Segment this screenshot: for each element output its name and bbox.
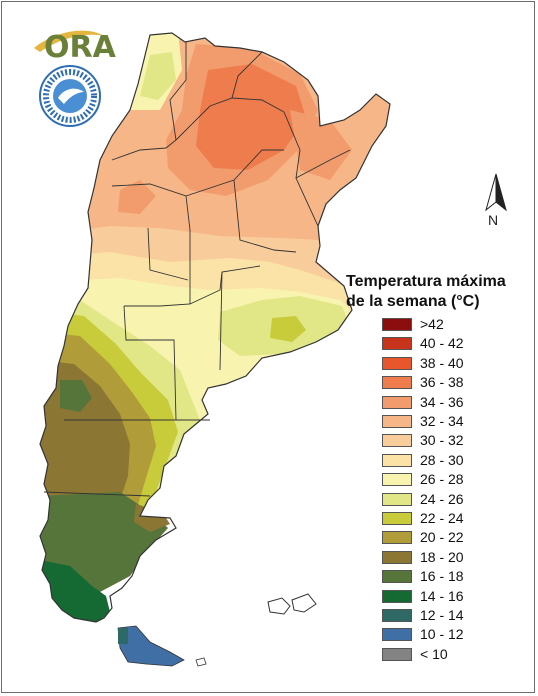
legend-label: >42 (420, 316, 444, 332)
logo-swoosh (34, 30, 104, 52)
legend-label: 26 - 28 (420, 471, 464, 488)
legend-item: 28 - 30 (382, 452, 522, 471)
legend-label: 10 - 12 (420, 626, 464, 643)
legend-item: 34 - 36 (382, 394, 522, 413)
legend-item: 30 - 32 (382, 432, 522, 451)
legend-swatch (382, 415, 412, 428)
legend-swatch (382, 550, 412, 564)
legend-item: 16 - 18 (382, 568, 522, 587)
legend-swatch (382, 356, 412, 370)
legend-label: 34 - 36 (420, 393, 464, 410)
legend-item: 14 - 16 (382, 588, 522, 607)
north-label: N (488, 212, 499, 228)
legend-swatch (382, 337, 412, 351)
legend-swatch (382, 473, 412, 487)
legend-label: 38 - 40 (420, 354, 464, 371)
legend-item: 24 - 26 (382, 491, 522, 510)
legend-item: 22 - 24 (382, 510, 522, 529)
legend-swatch (382, 609, 412, 622)
legend-swatch (382, 570, 412, 584)
legend-item: 10 - 12 (382, 626, 522, 645)
legend-swatch (382, 376, 412, 390)
legend-item: 26 - 28 (382, 471, 522, 490)
legend-label: 24 - 26 (420, 490, 464, 507)
legend-swatch (382, 589, 412, 603)
legend-swatch (382, 628, 412, 642)
legend-label: 32 - 34 (420, 413, 464, 429)
legend-label: 40 - 42 (420, 335, 464, 352)
legend-label: 22 - 24 (420, 510, 464, 526)
legend-swatch (382, 318, 412, 331)
legend-item: < 10 (382, 646, 522, 665)
legend-item: >42 (382, 316, 522, 335)
legend-swatch (382, 512, 412, 525)
legend-item: 38 - 40 (382, 355, 522, 374)
legend-label: 20 - 22 (420, 529, 464, 546)
legend-label: 18 - 20 (420, 548, 464, 565)
legend-title-line2: de la semana (°C) (346, 293, 480, 310)
legend-label: 16 - 18 (420, 568, 464, 585)
legend-item: 36 - 38 (382, 374, 522, 393)
legend-swatch (382, 647, 412, 661)
ora-logo-text: ORA (44, 30, 116, 65)
legend-item: 18 - 20 (382, 549, 522, 568)
smn-seal-icon (39, 65, 101, 127)
legend-swatch (382, 395, 412, 409)
legend-label: 28 - 30 (420, 451, 464, 468)
legend-swatch (382, 434, 412, 448)
legend-item: 20 - 22 (382, 529, 522, 548)
legend-label: 36 - 38 (420, 374, 464, 391)
legend-label: 14 - 16 (420, 587, 464, 604)
legend-swatch (382, 492, 412, 506)
legend-label: 12 - 14 (420, 607, 464, 623)
legend-label: < 10 (420, 645, 448, 662)
legend-item: 12 - 14 (382, 607, 522, 626)
legend-title: Temperatura máxima de la semana (°C) (346, 272, 536, 312)
legend-swatch (382, 531, 412, 545)
legend-swatch (382, 453, 412, 467)
north-arrow-icon (485, 173, 507, 212)
legend-item: 40 - 42 (382, 335, 522, 354)
legend-label: 30 - 32 (420, 432, 464, 449)
legend-item: 32 - 34 (382, 413, 522, 432)
legend-title-line1: Temperatura máxima (346, 273, 506, 290)
